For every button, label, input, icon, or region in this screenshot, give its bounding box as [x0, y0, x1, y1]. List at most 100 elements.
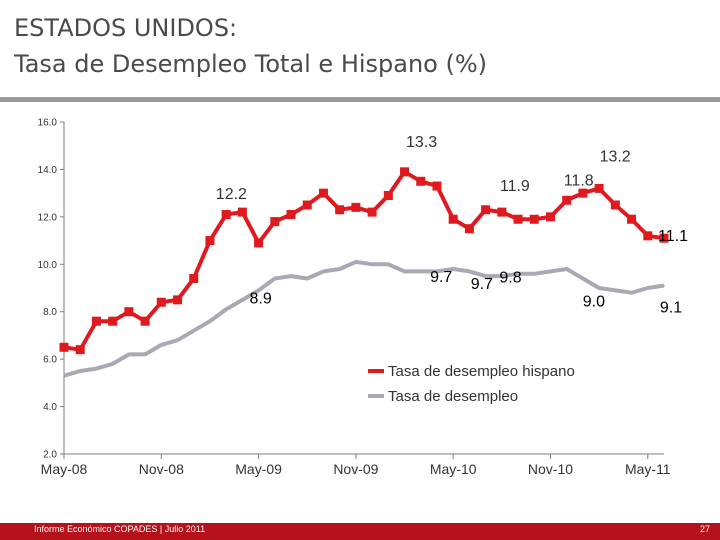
- data-point: [189, 274, 199, 284]
- data-point: [367, 207, 377, 217]
- x-tick-label: Nov-09: [333, 461, 378, 477]
- footer-text: Informe Económico COPADES | Julio 2011: [34, 524, 206, 534]
- title-line-1: ESTADOS UNIDOS:: [14, 14, 238, 42]
- x-axis: May-08 Nov-08 May-09 Nov-09 May-10 Nov-10 May-…: [41, 453, 671, 477]
- data-point: [400, 167, 410, 177]
- data-point: [578, 188, 588, 198]
- x-tick-label: May-11: [625, 461, 671, 477]
- data-label: 9.7: [471, 276, 493, 293]
- x-tick-label: Nov-08: [139, 461, 184, 477]
- legend-label: Tasa de desempleo: [388, 388, 518, 405]
- data-label: 9.7: [430, 269, 452, 286]
- y-tick-label: 4.0: [43, 402, 57, 413]
- data-point: [594, 183, 604, 193]
- data-point: [501, 275, 503, 277]
- data-label: 12.2: [216, 186, 247, 203]
- data-point: [144, 353, 146, 356]
- series-line: [63, 259, 665, 378]
- data-point: [338, 268, 341, 270]
- footer-bar: Informe Económico COPADES | Julio 2011 2…: [0, 523, 720, 540]
- data-point: [545, 212, 555, 222]
- series-lines: [59, 167, 669, 378]
- data-point: [176, 339, 179, 341]
- data-point: [562, 195, 572, 205]
- data-point: [241, 299, 244, 301]
- data-point: [436, 270, 438, 273]
- data-point: [75, 345, 85, 355]
- data-point: [464, 224, 474, 234]
- data-point: [371, 263, 373, 266]
- data-point: [452, 268, 454, 270]
- data-point: [529, 214, 539, 224]
- data-label: 9.1: [660, 300, 682, 317]
- data-point: [140, 316, 150, 326]
- data-point: [416, 176, 426, 186]
- data-point: [549, 270, 552, 273]
- data-point: [254, 238, 264, 248]
- data-point: [108, 316, 118, 326]
- data-point: [274, 277, 276, 280]
- data-point: [160, 344, 163, 346]
- line-chart: 16.0 14.0 12.0 10.0 8.0 6.0 4.0 2.0 May-08 Nov-0…: [38, 118, 689, 478]
- legend-label: Tasa de desempleo hispano: [388, 363, 575, 380]
- data-point: [95, 367, 98, 370]
- data-point: [270, 217, 280, 227]
- data-point: [91, 316, 101, 326]
- data-labels: 13.3 12.2 11.9 11.8 13.2 11.1 8.9 9.7 9.7 9.8 9.0 9…: [216, 134, 688, 317]
- series-line: [63, 169, 665, 352]
- data-label: 11.8: [564, 172, 594, 189]
- y-tick-label: 6.0: [43, 355, 57, 366]
- data-point: [403, 270, 406, 273]
- data-point: [627, 214, 637, 224]
- x-tick-label: May-10: [430, 461, 477, 477]
- data-point: [484, 275, 487, 277]
- data-point: [257, 289, 260, 292]
- data-point: [517, 272, 519, 275]
- data-point: [419, 270, 422, 273]
- data-point: [173, 295, 183, 305]
- data-point: [286, 209, 296, 219]
- x-tick-label: May-08: [41, 461, 88, 477]
- data-point: [63, 374, 65, 377]
- data-point: [209, 320, 211, 322]
- data-label: 13.2: [600, 148, 631, 165]
- data-point: [387, 263, 390, 266]
- data-point: [630, 291, 633, 294]
- series-total: [63, 259, 665, 378]
- data-point: [205, 236, 215, 246]
- data-point: [124, 307, 134, 317]
- data-label: 9.0: [583, 294, 605, 311]
- data-point: [290, 275, 292, 277]
- y-tick-label: 12.0: [38, 212, 58, 223]
- y-tick-label: 10.0: [38, 260, 58, 271]
- data-point: [351, 202, 361, 212]
- data-point: [481, 205, 491, 215]
- y-axis: 16.0 14.0 12.0 10.0 8.0 6.0 4.0 2.0: [38, 118, 65, 461]
- y-tick-label: 2.0: [43, 450, 57, 461]
- data-point: [221, 209, 231, 219]
- data-point: [335, 205, 345, 215]
- data-point: [610, 200, 620, 210]
- title-line-2: Tasa de Desempleo Total e Hispano (%): [14, 50, 488, 78]
- data-point: [582, 277, 584, 280]
- y-tick-label: 16.0: [38, 118, 58, 129]
- data-point: [468, 270, 471, 273]
- data-point: [383, 191, 393, 201]
- legend-item: Tasa de desempleo: [368, 388, 518, 405]
- data-point: [565, 268, 568, 270]
- y-tick-label: 8.0: [43, 307, 57, 318]
- data-label: 8.9: [249, 290, 271, 307]
- data-point: [513, 214, 523, 224]
- data-label: 13.3: [406, 134, 437, 151]
- x-tick-label: May-09: [235, 461, 282, 477]
- data-point: [237, 207, 247, 217]
- data-point: [79, 370, 82, 372]
- data-point: [659, 233, 669, 243]
- x-tick-label: Nov-10: [528, 461, 573, 477]
- page-number: 27: [699, 524, 710, 534]
- data-point: [306, 277, 309, 280]
- data-point: [643, 231, 653, 241]
- legend-item: Tasa de desempleo hispano: [368, 363, 575, 380]
- series-hispano: [59, 167, 669, 355]
- data-point: [225, 308, 227, 311]
